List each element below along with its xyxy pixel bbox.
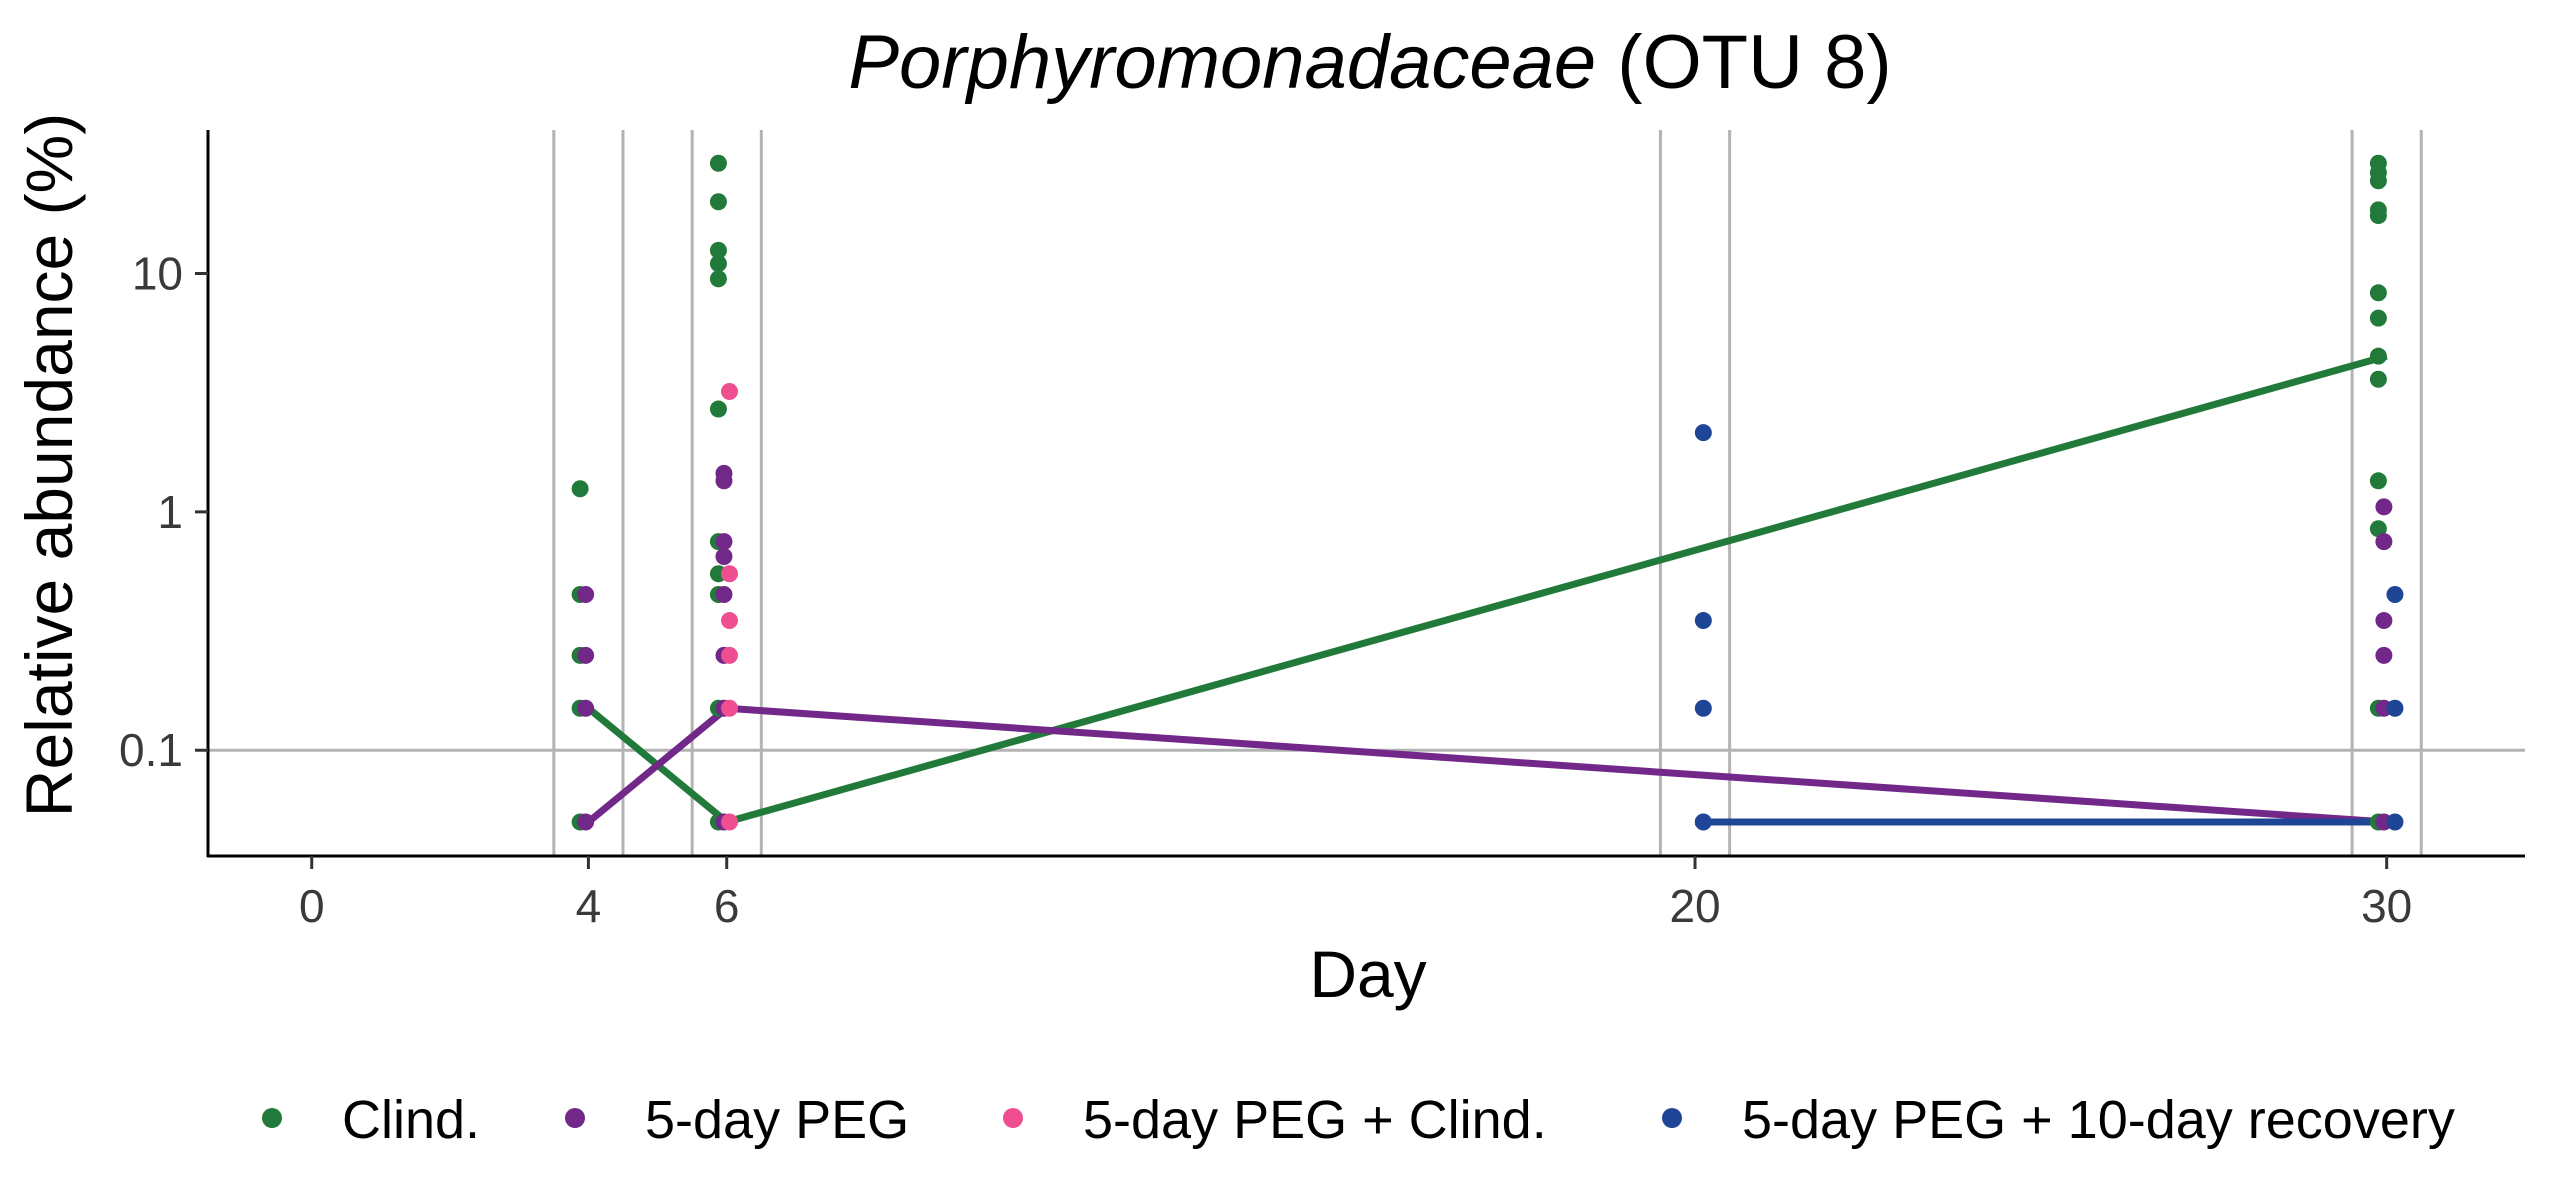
point-5-day-peg-clind (720, 699, 738, 717)
point-clind (709, 193, 727, 211)
x-tick-label: 6 (714, 880, 740, 932)
point-clind (2369, 472, 2387, 490)
point-5-day-peg (715, 586, 733, 604)
point-5-day-peg (2375, 646, 2393, 664)
x-tick-label: 4 (576, 880, 602, 932)
point-5-day-peg (715, 533, 733, 551)
point-clind (2369, 520, 2387, 538)
point-clind (2369, 207, 2387, 225)
x-tick-label: 20 (1669, 880, 1720, 932)
legend-key-5-day-peg (565, 1108, 585, 1128)
point-clind (709, 241, 727, 259)
legend-key-5-day-peg-10-day-recovery (1662, 1108, 1682, 1128)
point-5-day-peg-clind (720, 646, 738, 664)
point-5-day-peg-10-day-recovery (1694, 424, 1712, 442)
legend-key-5-day-peg-clind (1003, 1108, 1023, 1128)
line-5-day-peg (586, 704, 2387, 826)
y-tick-label: 0.1 (119, 724, 183, 776)
chart-title-italic: Porphyromonadaceae (848, 20, 1596, 105)
point-clind (2369, 347, 2387, 365)
point-5-day-peg (2375, 612, 2393, 630)
point-5-day-peg-10-day-recovery (1694, 699, 1712, 717)
point-5-day-peg-clind (720, 813, 738, 831)
point-5-day-peg (577, 813, 595, 831)
chart-title-suffix: (OTU 8) (1596, 20, 1892, 105)
point-5-day-peg-10-day-recovery (2386, 586, 2404, 604)
x-tick-label: 30 (2361, 880, 2412, 932)
point-5-day-peg (2375, 498, 2393, 516)
point-clind (2369, 284, 2387, 302)
point-clind (571, 480, 589, 498)
series-lines (586, 352, 2388, 826)
point-clind (709, 400, 727, 418)
point-clind (709, 255, 727, 273)
legend-label-clind: Clind. (342, 1090, 480, 1150)
x-axis-ticks: 0 4 6 20 30 (299, 856, 2412, 932)
axes (206, 130, 2525, 858)
legend-key-clind (262, 1108, 282, 1128)
point-5-day-peg (577, 699, 595, 717)
point-clind (2369, 172, 2387, 190)
y-axis-title: Relative abundance (%) (12, 113, 86, 817)
point-5-day-peg-clind (720, 382, 738, 400)
point-5-day-peg (715, 547, 733, 565)
point-5-day-peg-10-day-recovery (1694, 813, 1712, 831)
point-5-day-peg (577, 586, 595, 604)
legend-label-5-day-peg-clind: 5-day PEG + Clind. (1083, 1090, 1547, 1150)
point-5-day-peg (2375, 533, 2393, 551)
point-clind (2369, 309, 2387, 327)
point-clind (709, 270, 727, 288)
y-axis-ticks: 0.1 1 10 (119, 248, 208, 776)
point-clind (709, 154, 727, 172)
point-5-day-peg-10-day-recovery (2386, 813, 2404, 831)
line-clind (586, 352, 2388, 826)
point-5-day-peg-10-day-recovery (1694, 612, 1712, 630)
point-5-day-peg-clind (720, 612, 738, 630)
y-tick-label: 10 (132, 248, 183, 300)
x-axis-title: Day (1309, 937, 1426, 1011)
y-tick-label: 1 (157, 486, 183, 538)
x-tick-label: 0 (299, 880, 325, 932)
point-5-day-peg-clind (720, 565, 738, 583)
series-points (571, 154, 2404, 831)
legend-label-5-day-peg: 5-day PEG (645, 1090, 909, 1150)
legend-label-5-day-peg-10-day-recovery: 5-day PEG + 10-day recovery (1742, 1090, 2455, 1150)
point-clind (2369, 370, 2387, 388)
legend: Clind. 5-day PEG 5-day PEG + Clind. 5-day P… (262, 1090, 2455, 1150)
reference-vertical-lines (552, 130, 2423, 856)
chart-title: Porphyromonadaceae (OTU 8) (848, 20, 1891, 105)
point-5-day-peg-10-day-recovery (2386, 699, 2404, 717)
point-5-day-peg (577, 646, 595, 664)
point-5-day-peg (715, 472, 733, 490)
